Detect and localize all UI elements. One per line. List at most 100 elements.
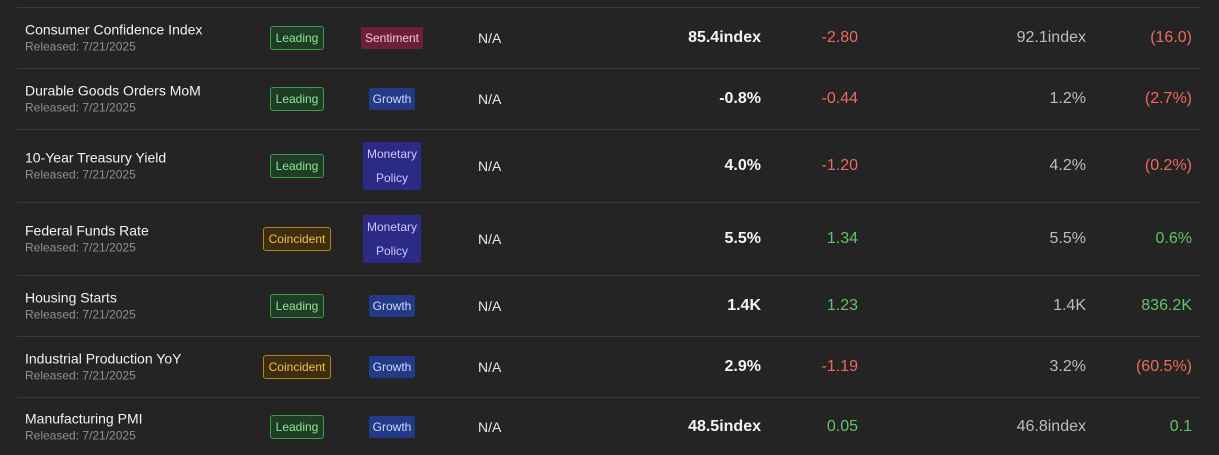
change-value: 1.23 (826, 297, 858, 314)
table-row[interactable]: Durable Goods Orders MoM Released: 7/21/… (17, 69, 1200, 130)
indicator-type-cell: Leading (261, 154, 333, 178)
release-date: Released: 7/21/2025 (25, 428, 136, 442)
indicator-name-cell: 10-Year Treasury Yield Released: 7/21/20… (25, 150, 166, 183)
category-badge: Monetary Policy (362, 215, 422, 263)
category-label: Growth (372, 360, 412, 374)
forecast-value: N/A (478, 231, 502, 247)
category-badge: Growth (368, 295, 416, 317)
table-row[interactable]: Consumer Confidence Index Released: 7/21… (17, 8, 1200, 69)
previous-value: 92.1index (1016, 29, 1086, 46)
category-label: Monetary (366, 147, 418, 161)
indicator-name[interactable]: Federal Funds Rate (25, 222, 149, 239)
forecast-value: N/A (478, 298, 502, 314)
forecast-value: N/A (478, 91, 502, 107)
actual-value: 5.5% (724, 230, 761, 247)
indicator-type-cell: Leading (261, 414, 333, 439)
indicator-type-badge: Leading (269, 87, 325, 111)
previous-value: 5.5% (1049, 230, 1086, 247)
table-row[interactable]: Housing Starts Released: 7/21/2025 Leadi… (17, 276, 1200, 337)
change-value: 0.05 (826, 417, 858, 435)
indicator-type-cell: Coincident (261, 355, 333, 379)
actual-value: -0.8% (719, 90, 761, 107)
percent-change-value: (2.7%) (1144, 90, 1192, 107)
table-row[interactable]: 10-Year Treasury Yield Released: 7/21/20… (17, 130, 1200, 203)
release-date: Released: 7/21/2025 (25, 307, 136, 322)
previous-value: 46.8index (1016, 417, 1086, 435)
table-row[interactable]: Federal Funds Rate Released: 7/21/2025 C… (17, 203, 1200, 276)
actual-value: 48.5index (688, 417, 761, 435)
release-date: Released: 7/21/2025 (25, 240, 136, 255)
percent-change-value: (0.2%) (1144, 157, 1192, 174)
forecast-value: N/A (478, 418, 502, 435)
indicator-type-cell: Leading (261, 87, 333, 111)
category-cell: Monetary Policy (359, 215, 425, 263)
table-top-border (17, 0, 1200, 8)
indicator-type-cell: Leading (261, 294, 333, 318)
forecast-value: N/A (478, 158, 502, 174)
previous-value: 3.2% (1049, 358, 1086, 375)
release-date: Released: 7/21/2025 (25, 368, 136, 383)
category-label: Growth (372, 419, 412, 434)
indicator-name[interactable]: Industrial Production YoY (25, 350, 182, 367)
percent-change-value: 0.1 (1169, 417, 1192, 435)
indicator-type-badge: Coincident (262, 355, 332, 379)
actual-value: 1.4K (727, 297, 761, 314)
category-cell: Sentiment (359, 27, 425, 49)
indicator-name-cell: Housing Starts Released: 7/21/2025 (25, 290, 136, 323)
actual-value: 85.4index (688, 29, 761, 46)
category-label: Policy (375, 244, 408, 258)
category-label: Monetary (366, 220, 418, 234)
change-value: -0.44 (821, 90, 858, 107)
table-row[interactable]: Manufacturing PMI Released: 7/21/2025 Le… (17, 398, 1200, 455)
change-value: 1.34 (826, 230, 858, 247)
category-cell: Monetary Policy (359, 142, 425, 190)
percent-change-value: (16.0) (1150, 29, 1192, 46)
indicators-table: Consumer Confidence Index Released: 7/21… (17, 0, 1200, 455)
indicator-type-badge: Leading (269, 26, 325, 50)
change-value: -1.19 (821, 358, 858, 375)
indicator-name-cell: Consumer Confidence Index Released: 7/21… (25, 22, 202, 55)
indicator-name[interactable]: Manufacturing PMI (25, 410, 143, 426)
previous-value: 1.4K (1053, 297, 1086, 314)
indicator-name[interactable]: Housing Starts (25, 289, 117, 306)
category-badge: Monetary Policy (362, 142, 422, 190)
category-cell: Growth (359, 356, 425, 378)
indicator-type-cell: Coincident (261, 227, 333, 251)
indicator-name-cell: Industrial Production YoY Released: 7/21… (25, 351, 181, 384)
indicator-name-cell: Durable Goods Orders MoM Released: 7/21/… (25, 83, 201, 116)
percent-change-value: (60.5%) (1135, 358, 1192, 375)
category-label: Sentiment (364, 31, 420, 45)
indicator-name[interactable]: Consumer Confidence Index (25, 21, 203, 38)
indicator-name-cell: Manufacturing PMI Released: 7/21/2025 (25, 410, 143, 443)
indicator-type-cell: Leading (261, 26, 333, 50)
release-date: Released: 7/21/2025 (25, 167, 136, 182)
table-row[interactable]: Industrial Production YoY Released: 7/21… (17, 337, 1200, 398)
category-label: Policy (375, 171, 408, 185)
indicator-type-badge: Leading (269, 294, 325, 318)
category-badge: Growth (368, 415, 416, 438)
previous-value: 1.2% (1049, 90, 1086, 107)
indicator-type-badge: Leading (269, 414, 325, 439)
category-cell: Growth (359, 88, 425, 110)
category-label: Growth (372, 92, 412, 106)
category-badge: Sentiment (360, 27, 424, 49)
category-cell: Growth (359, 415, 425, 438)
indicator-name-cell: Federal Funds Rate Released: 7/21/2025 (25, 223, 149, 256)
forecast-value: N/A (478, 30, 502, 46)
change-value: -1.20 (821, 157, 858, 174)
actual-value: 4.0% (724, 157, 761, 174)
release-date: Released: 7/21/2025 (25, 100, 136, 115)
change-value: -2.80 (821, 29, 858, 46)
category-label: Growth (372, 299, 412, 313)
previous-value: 4.2% (1049, 157, 1086, 174)
category-cell: Growth (359, 295, 425, 317)
indicator-name[interactable]: Durable Goods Orders MoM (25, 82, 201, 99)
indicator-name[interactable]: 10-Year Treasury Yield (25, 149, 167, 166)
indicator-type-badge: Leading (269, 154, 325, 178)
category-badge: Growth (368, 88, 416, 110)
actual-value: 2.9% (724, 358, 761, 375)
indicator-type-badge: Coincident (262, 227, 332, 251)
category-badge: Growth (368, 356, 416, 378)
release-date: Released: 7/21/2025 (25, 39, 136, 54)
percent-change-value: 0.6% (1155, 230, 1192, 247)
